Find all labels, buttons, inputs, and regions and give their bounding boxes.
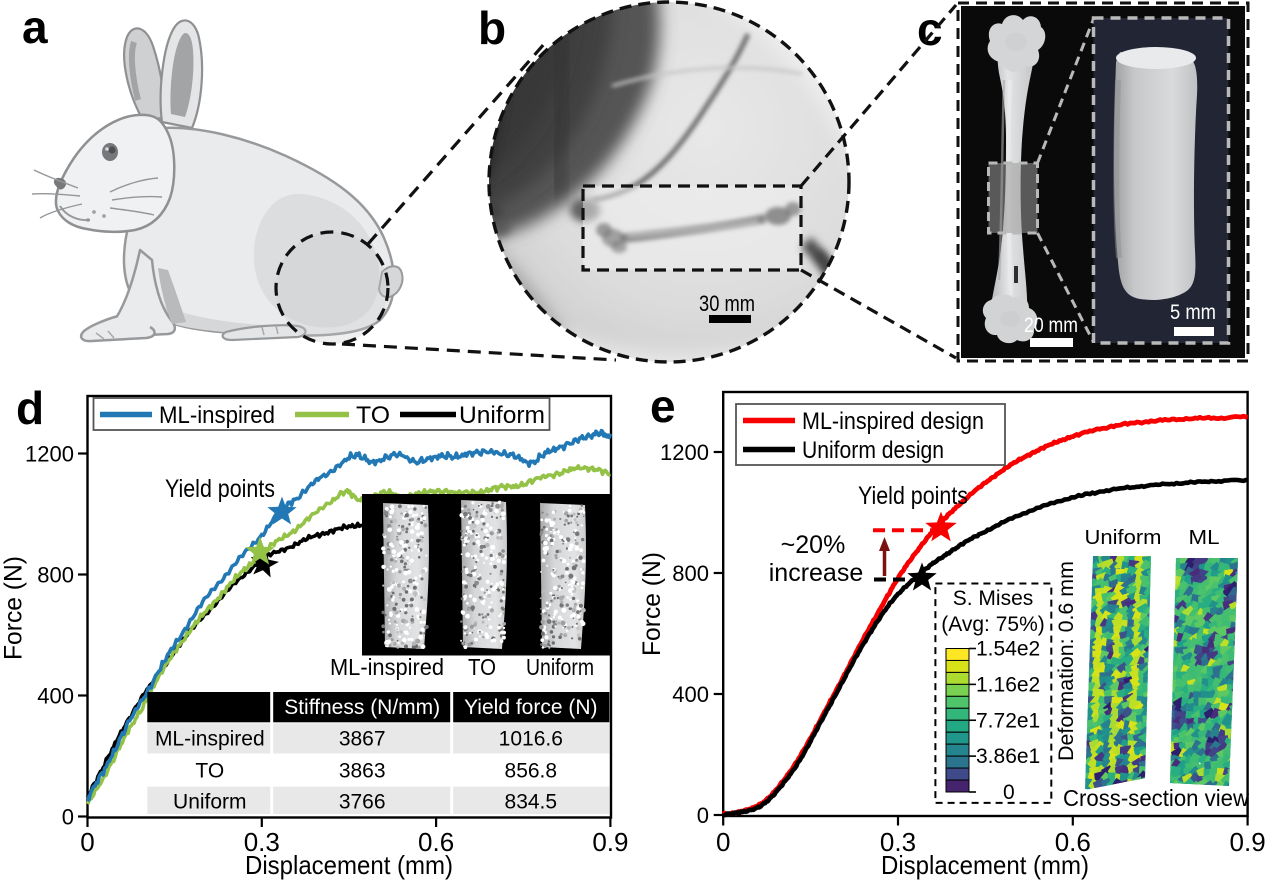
svg-text:S. Mises: S. Mises [953,587,1034,610]
svg-text:0.9: 0.9 [592,827,628,857]
svg-text:1.16e2: 1.16e2 [976,673,1040,696]
svg-text:Force (N): Force (N) [0,556,28,660]
svg-text:Displacement (mm): Displacement (mm) [245,850,453,880]
svg-text:0: 0 [716,827,730,857]
svg-text:7.72e1: 7.72e1 [976,709,1040,732]
svg-text:0.3: 0.3 [244,827,280,857]
svg-text:0.9: 0.9 [1230,827,1266,857]
svg-text:c: c [917,3,943,55]
svg-text:0.6: 0.6 [418,827,454,857]
svg-text:1200: 1200 [660,440,709,465]
svg-text:400: 400 [37,684,74,709]
svg-text:d: d [16,382,44,434]
svg-text:Uniform: Uniform [173,791,247,814]
svg-text:1200: 1200 [25,442,74,467]
svg-text:3867: 3867 [339,727,386,750]
svg-text:~20%: ~20% [781,531,846,559]
svg-text:ML-inspired design: ML-inspired design [802,408,984,435]
svg-text:0.3: 0.3 [880,827,916,857]
svg-text:20 mm: 20 mm [1024,314,1078,337]
svg-text:ML-inspired: ML-inspired [330,654,444,680]
svg-text:a: a [22,1,48,53]
svg-text:b: b [478,2,506,54]
svg-text:400: 400 [672,682,709,707]
svg-text:1016.6: 1016.6 [499,727,563,750]
svg-text:Yield points: Yield points [165,475,275,503]
svg-text:Stiffness (N/mm): Stiffness (N/mm) [284,696,440,719]
svg-text:3863: 3863 [339,760,386,783]
svg-text:30 mm: 30 mm [699,291,755,316]
svg-text:ML: ML [1189,527,1220,549]
svg-text:Yield force (N): Yield force (N) [464,696,597,719]
svg-text:800: 800 [37,563,74,588]
svg-text:TO: TO [356,402,390,429]
svg-text:3.86e1: 3.86e1 [976,745,1040,768]
svg-text:Yield points: Yield points [858,482,968,510]
svg-text:0: 0 [1003,781,1015,804]
svg-text:0.6: 0.6 [1055,827,1091,857]
svg-text:e: e [650,380,676,432]
svg-text:Uniform: Uniform [526,654,594,680]
svg-text:5 mm: 5 mm [1170,301,1216,324]
svg-text:Cross-section view: Cross-section view [1063,785,1249,811]
svg-text:ML-inspired: ML-inspired [155,727,265,750]
svg-text:1.54e2: 1.54e2 [976,638,1040,661]
svg-text:856.8: 856.8 [505,760,558,783]
svg-text:(Avg: 75%): (Avg: 75%) [941,613,1045,636]
svg-text:TO: TO [468,654,496,680]
svg-text:Uniform: Uniform [1085,527,1162,549]
svg-text:Displacement (mm): Displacement (mm) [881,850,1089,880]
svg-text:TO: TO [195,760,224,783]
svg-text:Force (N): Force (N) [638,552,666,656]
svg-text:800: 800 [672,561,709,586]
svg-text:Uniform design: Uniform design [802,437,944,464]
svg-text:increase: increase [769,559,864,587]
svg-text:3766: 3766 [339,791,386,814]
svg-text:0: 0 [80,827,94,857]
svg-text:834.5: 834.5 [505,791,558,814]
svg-text:0: 0 [697,803,709,828]
svg-text:Uniform: Uniform [459,402,545,429]
svg-text:0: 0 [62,805,74,830]
svg-text:Deformation: 0.6 mm: Deformation: 0.6 mm [1055,561,1078,761]
svg-text:ML-inspired: ML-inspired [159,402,275,429]
